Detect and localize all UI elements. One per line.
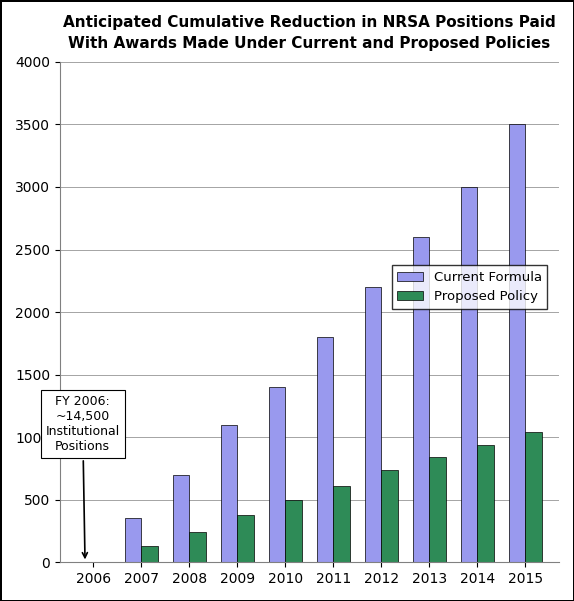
Bar [460,187,478,563]
Bar [220,425,238,563]
Bar [285,499,302,563]
Bar [141,546,158,563]
Legend: Current Formula, Proposed Policy: Current Formula, Proposed Policy [392,266,548,309]
Text: FY 2006:
~14,500
Institutional
Positions: FY 2006: ~14,500 Institutional Positions [45,395,120,558]
Bar [189,532,206,563]
Bar [525,432,542,563]
Bar [173,475,189,563]
Bar [333,486,350,563]
Bar [429,457,446,563]
Bar [317,337,333,563]
Bar [269,387,285,563]
Bar [478,445,494,563]
Title: Anticipated Cumulative Reduction in NRSA Positions Paid
With Awards Made Under C: Anticipated Cumulative Reduction in NRSA… [63,15,556,51]
Bar [381,470,398,563]
Bar [509,124,525,563]
Bar [413,237,429,563]
Bar [238,516,254,563]
Bar [364,287,381,563]
Bar [125,519,141,563]
